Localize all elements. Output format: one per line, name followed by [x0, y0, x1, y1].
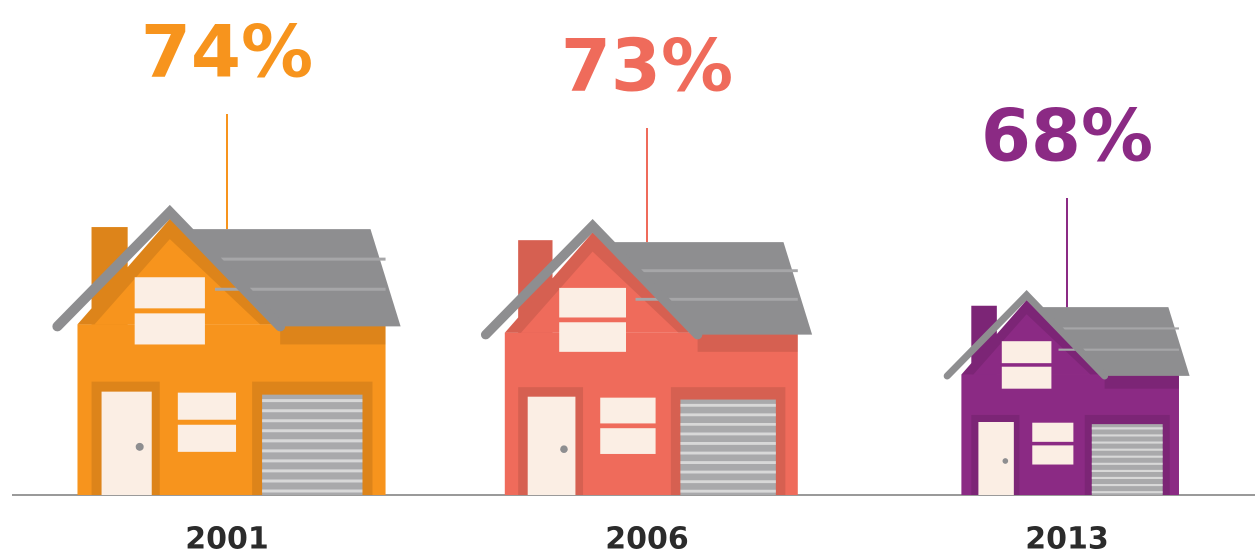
x-tick-label: 2001	[185, 522, 269, 557]
value-label: 73%	[561, 24, 733, 108]
attic-window	[135, 313, 205, 344]
attic-window	[559, 288, 626, 318]
attic-window	[559, 322, 626, 352]
window	[1032, 423, 1073, 442]
x-tick-label: 2013	[1025, 522, 1109, 557]
eave-shade	[698, 333, 798, 352]
window	[600, 398, 655, 424]
door	[102, 392, 152, 495]
house	[486, 226, 812, 495]
window	[178, 425, 236, 452]
chart: 74% 2001 73% 2006 68% 2013	[0, 0, 1255, 558]
door-knob	[560, 445, 568, 453]
attic-window	[1002, 367, 1052, 389]
door-knob	[1003, 458, 1009, 464]
window	[178, 393, 236, 420]
eave-shade	[1105, 375, 1179, 389]
door	[528, 397, 576, 495]
value-label: 74%	[141, 10, 313, 94]
house	[57, 212, 400, 495]
attic-window	[135, 277, 205, 308]
eave-shade	[280, 324, 385, 344]
window	[600, 428, 655, 454]
value-label: 68%	[981, 94, 1153, 178]
x-tick-label: 2006	[605, 522, 689, 557]
house	[947, 295, 1189, 495]
attic-window	[1002, 341, 1052, 363]
door-knob	[136, 443, 144, 451]
window	[1032, 445, 1073, 464]
door	[978, 422, 1013, 495]
